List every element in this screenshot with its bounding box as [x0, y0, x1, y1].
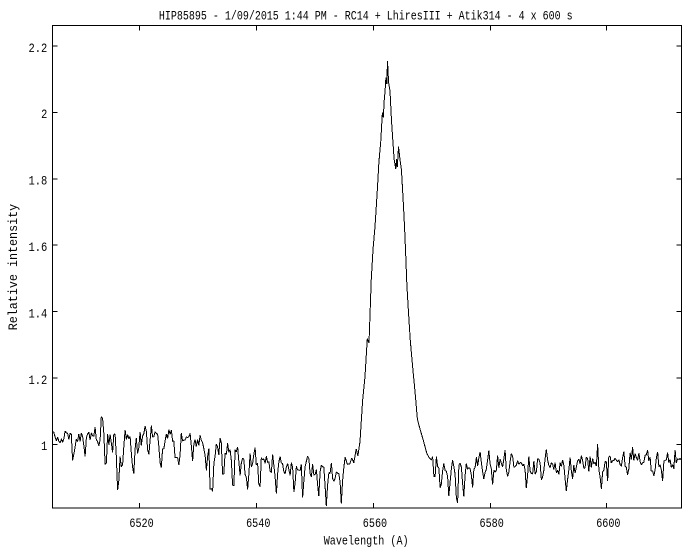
svg-text:1.2: 1.2 [29, 374, 48, 388]
svg-text:1: 1 [41, 440, 47, 454]
svg-text:HIP85895 - 1/09/2015 1:44 PM -: HIP85895 - 1/09/2015 1:44 PM - RC14 + Lh… [159, 9, 573, 23]
svg-text:6600: 6600 [596, 517, 620, 531]
svg-text:Wavelength (A): Wavelength (A) [324, 535, 409, 549]
svg-text:1.4: 1.4 [29, 307, 48, 321]
svg-text:2: 2 [41, 108, 47, 122]
svg-text:6520: 6520 [129, 517, 153, 531]
svg-text:1.8: 1.8 [29, 175, 48, 189]
svg-text:1.6: 1.6 [29, 241, 48, 255]
svg-text:2.2: 2.2 [29, 42, 48, 56]
svg-text:6560: 6560 [363, 517, 387, 531]
svg-text:6580: 6580 [480, 517, 504, 531]
svg-text:6540: 6540 [246, 517, 270, 531]
svg-text:Relative intensity: Relative intensity [7, 203, 21, 330]
